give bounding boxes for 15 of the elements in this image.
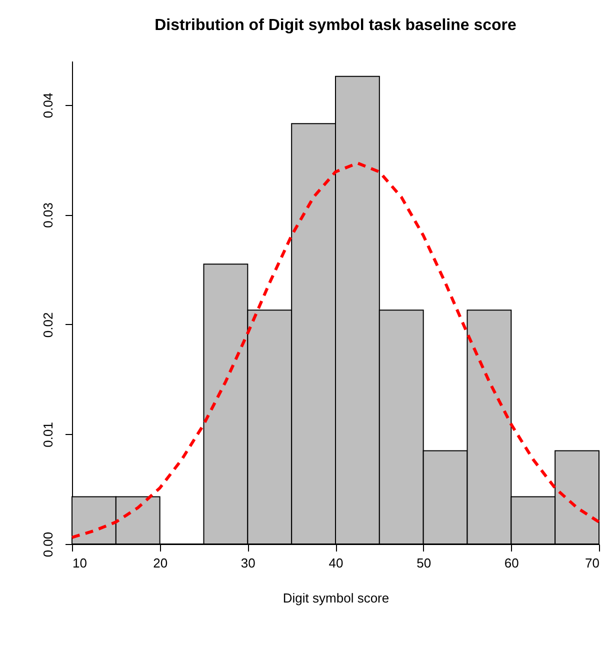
y-tick-label: 0.01 [40,422,56,448]
line-series [70,162,600,539]
x-tick-label: 30 [240,556,256,570]
x-tick-label: 10 [72,556,87,570]
y-tick-label: 0.00 [40,532,56,558]
y-tick-label: 0.04 [40,92,56,118]
x-tick-label: 20 [153,556,168,570]
chart-title: Distribution of Digit symbol task baseline score [154,17,517,34]
x-tick-label: 50 [416,556,432,570]
y-tick-label: 0.02 [40,312,56,338]
x-axis-title: Digit symbol score [282,590,390,606]
y-tick-label: 0.03 [40,202,56,228]
x-tick-label: 40 [328,556,344,570]
x-tick-label: 60 [504,556,519,570]
x-tick-label: 70 [585,556,600,570]
